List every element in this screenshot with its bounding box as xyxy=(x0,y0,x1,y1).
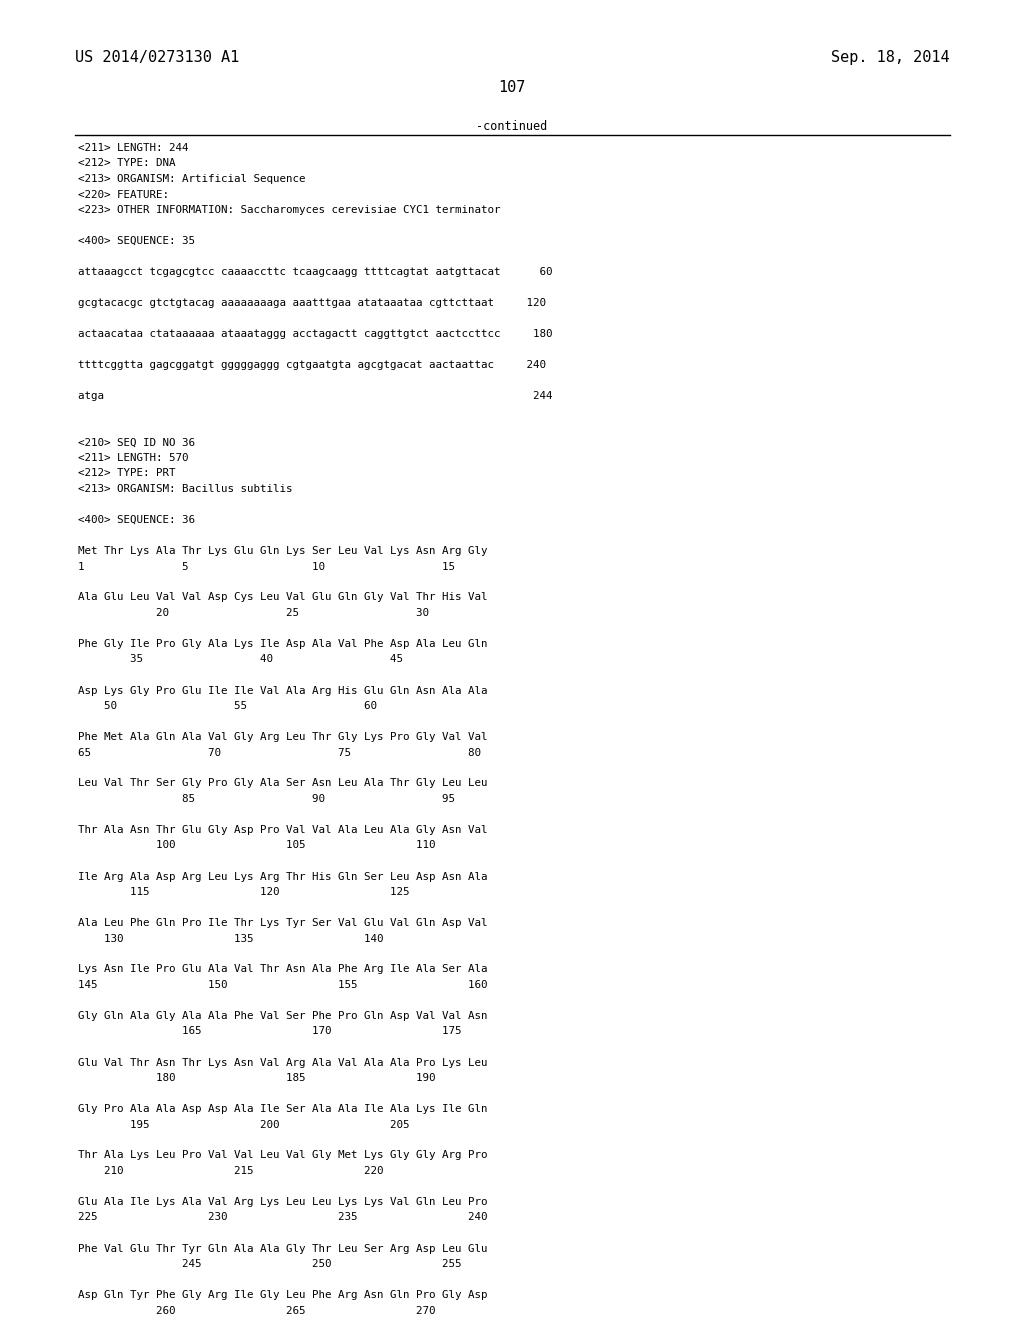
Text: <400> SEQUENCE: 36: <400> SEQUENCE: 36 xyxy=(78,515,195,525)
Text: 50                  55                  60: 50 55 60 xyxy=(78,701,377,711)
Text: Leu Val Thr Ser Gly Pro Gly Ala Ser Asn Leu Ala Thr Gly Leu Leu: Leu Val Thr Ser Gly Pro Gly Ala Ser Asn … xyxy=(78,779,487,788)
Text: <210> SEQ ID NO 36: <210> SEQ ID NO 36 xyxy=(78,437,195,447)
Text: actaacataa ctataaaaaa ataaataggg acctagactt caggttgtct aactccttcc     180: actaacataa ctataaaaaa ataaataggg acctaga… xyxy=(78,329,553,339)
Text: Glu Val Thr Asn Thr Lys Asn Val Arg Ala Val Ala Ala Pro Lys Leu: Glu Val Thr Asn Thr Lys Asn Val Arg Ala … xyxy=(78,1057,487,1068)
Text: Gly Pro Ala Ala Asp Asp Ala Ile Ser Ala Ala Ile Ala Lys Ile Gln: Gly Pro Ala Ala Asp Asp Ala Ile Ser Ala … xyxy=(78,1104,487,1114)
Text: Lys Asn Ile Pro Glu Ala Val Thr Asn Ala Phe Arg Ile Ala Ser Ala: Lys Asn Ile Pro Glu Ala Val Thr Asn Ala … xyxy=(78,965,487,974)
Text: <400> SEQUENCE: 35: <400> SEQUENCE: 35 xyxy=(78,236,195,246)
Text: Sep. 18, 2014: Sep. 18, 2014 xyxy=(831,50,950,65)
Text: 107: 107 xyxy=(499,81,525,95)
Text: Ala Leu Phe Gln Pro Ile Thr Lys Tyr Ser Val Glu Val Gln Asp Val: Ala Leu Phe Gln Pro Ile Thr Lys Tyr Ser … xyxy=(78,917,487,928)
Text: Glu Ala Ile Lys Ala Val Arg Lys Leu Leu Lys Lys Val Gln Leu Pro: Glu Ala Ile Lys Ala Val Arg Lys Leu Leu … xyxy=(78,1197,487,1206)
Text: Ala Glu Leu Val Val Asp Cys Leu Val Glu Gln Gly Val Thr His Val: Ala Glu Leu Val Val Asp Cys Leu Val Glu … xyxy=(78,593,487,602)
Text: 115                 120                 125: 115 120 125 xyxy=(78,887,410,898)
Text: 100                 105                 110: 100 105 110 xyxy=(78,841,435,850)
Text: 20                  25                  30: 20 25 30 xyxy=(78,609,429,618)
Text: Phe Val Glu Thr Tyr Gln Ala Ala Gly Thr Leu Ser Arg Asp Leu Glu: Phe Val Glu Thr Tyr Gln Ala Ala Gly Thr … xyxy=(78,1243,487,1254)
Text: 1               5                   10                  15: 1 5 10 15 xyxy=(78,561,455,572)
Text: Gly Gln Ala Gly Ala Ala Phe Val Ser Phe Pro Gln Asp Val Val Asn: Gly Gln Ala Gly Ala Ala Phe Val Ser Phe … xyxy=(78,1011,487,1020)
Text: 210                 215                 220: 210 215 220 xyxy=(78,1166,384,1176)
Text: <212> TYPE: PRT: <212> TYPE: PRT xyxy=(78,469,175,479)
Text: 85                  90                  95: 85 90 95 xyxy=(78,795,455,804)
Text: Ile Arg Ala Asp Arg Leu Lys Arg Thr His Gln Ser Leu Asp Asn Ala: Ile Arg Ala Asp Arg Leu Lys Arg Thr His … xyxy=(78,871,487,882)
Text: Phe Gly Ile Pro Gly Ala Lys Ile Asp Ala Val Phe Asp Ala Leu Gln: Phe Gly Ile Pro Gly Ala Lys Ile Asp Ala … xyxy=(78,639,487,649)
Text: <213> ORGANISM: Bacillus subtilis: <213> ORGANISM: Bacillus subtilis xyxy=(78,484,293,494)
Text: Phe Met Ala Gln Ala Val Gly Arg Leu Thr Gly Lys Pro Gly Val Val: Phe Met Ala Gln Ala Val Gly Arg Leu Thr … xyxy=(78,733,487,742)
Text: 180                 185                 190: 180 185 190 xyxy=(78,1073,435,1082)
Text: gcgtacacgc gtctgtacag aaaaaaaaga aaatttgaa atataaataa cgttcttaat     120: gcgtacacgc gtctgtacag aaaaaaaaga aaatttg… xyxy=(78,298,546,308)
Text: <212> TYPE: DNA: <212> TYPE: DNA xyxy=(78,158,175,169)
Text: ttttcggtta gagcggatgt gggggaggg cgtgaatgta agcgtgacat aactaattac     240: ttttcggtta gagcggatgt gggggaggg cgtgaatg… xyxy=(78,360,546,370)
Text: Met Thr Lys Ala Thr Lys Glu Gln Lys Ser Leu Val Lys Asn Arg Gly: Met Thr Lys Ala Thr Lys Glu Gln Lys Ser … xyxy=(78,546,487,556)
Text: -continued: -continued xyxy=(476,120,548,133)
Text: Asp Gln Tyr Phe Gly Arg Ile Gly Leu Phe Arg Asn Gln Pro Gly Asp: Asp Gln Tyr Phe Gly Arg Ile Gly Leu Phe … xyxy=(78,1290,487,1300)
Text: 260                 265                 270: 260 265 270 xyxy=(78,1305,435,1316)
Text: atga                                                                  244: atga 244 xyxy=(78,391,553,401)
Text: US 2014/0273130 A1: US 2014/0273130 A1 xyxy=(75,50,240,65)
Text: 195                 200                 205: 195 200 205 xyxy=(78,1119,410,1130)
Text: 165                 170                 175: 165 170 175 xyxy=(78,1027,462,1036)
Text: Thr Ala Lys Leu Pro Val Val Leu Val Gly Met Lys Gly Gly Arg Pro: Thr Ala Lys Leu Pro Val Val Leu Val Gly … xyxy=(78,1151,487,1160)
Text: 130                 135                 140: 130 135 140 xyxy=(78,933,384,944)
Text: <213> ORGANISM: Artificial Sequence: <213> ORGANISM: Artificial Sequence xyxy=(78,174,305,183)
Text: attaaagcct tcgagcgtcc caaaaccttc tcaagcaagg ttttcagtat aatgttacat      60: attaaagcct tcgagcgtcc caaaaccttc tcaagca… xyxy=(78,267,553,277)
Text: <223> OTHER INFORMATION: Saccharomyces cerevisiae CYC1 terminator: <223> OTHER INFORMATION: Saccharomyces c… xyxy=(78,205,501,215)
Text: 65                  70                  75                  80: 65 70 75 80 xyxy=(78,747,481,758)
Text: Asp Lys Gly Pro Glu Ile Ile Val Ala Arg His Glu Gln Asn Ala Ala: Asp Lys Gly Pro Glu Ile Ile Val Ala Arg … xyxy=(78,685,487,696)
Text: 35                  40                  45: 35 40 45 xyxy=(78,655,403,664)
Text: Thr Ala Asn Thr Glu Gly Asp Pro Val Val Ala Leu Ala Gly Asn Val: Thr Ala Asn Thr Glu Gly Asp Pro Val Val … xyxy=(78,825,487,836)
Text: 225                 230                 235                 240: 225 230 235 240 xyxy=(78,1213,487,1222)
Text: <211> LENGTH: 244: <211> LENGTH: 244 xyxy=(78,143,188,153)
Text: 245                 250                 255: 245 250 255 xyxy=(78,1259,462,1269)
Text: <220> FEATURE:: <220> FEATURE: xyxy=(78,190,169,199)
Text: 145                 150                 155                 160: 145 150 155 160 xyxy=(78,979,487,990)
Text: <211> LENGTH: 570: <211> LENGTH: 570 xyxy=(78,453,188,463)
